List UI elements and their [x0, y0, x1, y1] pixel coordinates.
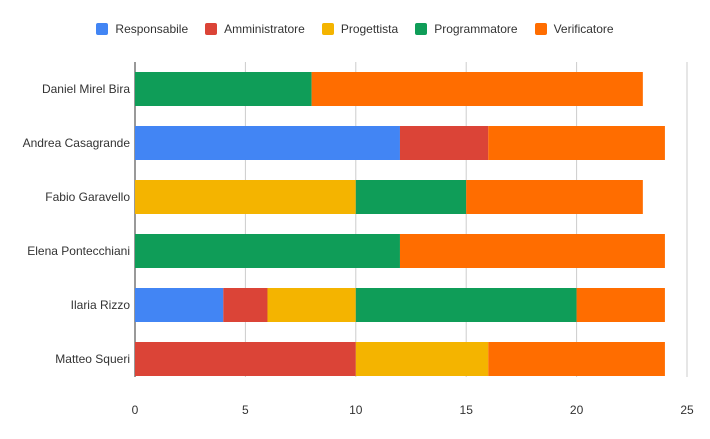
legend-label: Verificatore [553, 22, 614, 36]
legend-item: Responsabile [96, 22, 188, 36]
bar-segment-verificatore [311, 72, 643, 106]
legend-item: Progettista [321, 22, 399, 36]
bar-segment-responsabile [135, 288, 224, 322]
legend-swatch [205, 23, 218, 35]
bar-segment-verificatore [488, 342, 665, 376]
legend-swatch [415, 23, 428, 35]
y-category-label: Matteo Squeri [55, 352, 130, 366]
y-category-label: Fabio Garavello [45, 190, 130, 204]
bar-segment-verificatore [399, 234, 665, 268]
legend-item: Programmatore [415, 22, 518, 36]
legend-swatch [534, 23, 547, 35]
legend-item: Verificatore [534, 22, 614, 36]
bar-segment-amministratore [223, 288, 268, 322]
y-category-label: Ilaria Rizzo [71, 298, 131, 312]
bar-segment-progettista [267, 288, 356, 322]
bar-segment-programmatore [355, 180, 467, 214]
bar-segment-verificatore [576, 288, 665, 322]
bar-segment-amministratore [399, 126, 489, 160]
chart-legend: Responsabile Amministratore Progettista Pro… [0, 19, 710, 39]
x-tick-label: 0 [132, 403, 139, 417]
bar-segment-programmatore [135, 72, 312, 106]
legend-label: Progettista [340, 22, 399, 36]
legend-swatch [321, 23, 334, 35]
bar-segment-progettista [135, 180, 356, 214]
x-tick-label: 20 [570, 403, 584, 417]
legend-label: Programmatore [434, 22, 518, 36]
bar-segment-verificatore [466, 180, 643, 214]
x-tick-label: 15 [460, 403, 474, 417]
legend-swatch [96, 23, 109, 35]
x-tick-label: 10 [349, 403, 363, 417]
bar-segment-responsabile [135, 126, 400, 160]
x-tick-label: 25 [680, 403, 694, 417]
bar-segment-progettista [355, 342, 489, 376]
bar-segment-verificatore [488, 126, 665, 160]
y-category-label: Daniel Mirel Bira [42, 82, 130, 96]
legend-label: Amministratore [224, 22, 305, 36]
x-tick-label: 5 [242, 403, 249, 417]
y-category-label: Elena Pontecchiani [27, 244, 130, 258]
bar-segment-programmatore [355, 288, 577, 322]
y-category-label: Andrea Casagrande [23, 136, 131, 150]
legend-label: Responsabile [115, 22, 189, 36]
bar-segment-programmatore [135, 234, 400, 268]
bar-segment-amministratore [135, 342, 356, 376]
legend-item: Amministratore [205, 22, 305, 36]
